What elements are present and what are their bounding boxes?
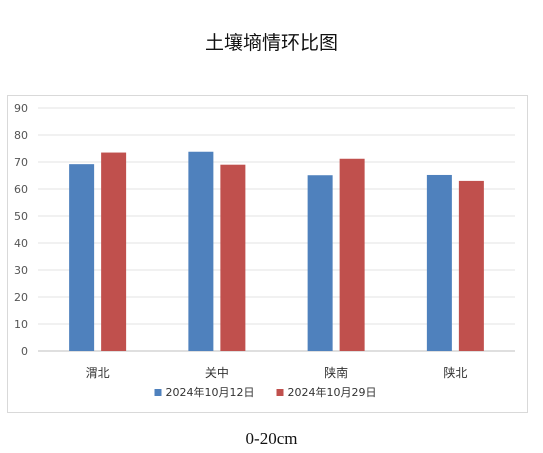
x-tick-label: 陕南 bbox=[324, 365, 348, 380]
y-tick-label: 20 bbox=[14, 291, 28, 304]
y-tick-label: 40 bbox=[14, 237, 28, 250]
legend: 2024年10月12日 2024年10月29日 bbox=[154, 385, 377, 399]
x-axis-categories: 渭北 关中 陕南 陕北 bbox=[86, 365, 468, 380]
bar bbox=[220, 164, 246, 351]
y-tick-label: 10 bbox=[14, 318, 28, 331]
legend-label: 2024年10月29日 bbox=[288, 385, 377, 399]
x-tick-label: 陕北 bbox=[443, 365, 467, 380]
bar bbox=[307, 175, 333, 351]
bar bbox=[69, 164, 95, 351]
bar bbox=[101, 152, 127, 351]
legend-swatch bbox=[154, 389, 162, 396]
depth-caption: 0-20cm bbox=[245, 429, 298, 448]
y-tick-label: 70 bbox=[14, 156, 28, 169]
bar bbox=[426, 174, 452, 351]
y-tick-label: 0 bbox=[21, 345, 28, 358]
y-axis-ticks: 0 10 20 30 40 50 60 70 80 90 bbox=[14, 102, 28, 358]
x-tick-label: 关中 bbox=[205, 365, 229, 380]
bars bbox=[69, 151, 484, 351]
bar bbox=[188, 151, 214, 351]
y-tick-label: 80 bbox=[14, 129, 28, 142]
legend-swatch bbox=[276, 389, 284, 396]
x-tick-label: 渭北 bbox=[86, 366, 110, 380]
y-tick-label: 30 bbox=[14, 264, 28, 277]
bar bbox=[339, 158, 365, 351]
y-tick-label: 50 bbox=[14, 210, 28, 223]
legend-label: 2024年10月12日 bbox=[166, 385, 255, 399]
bar bbox=[458, 180, 484, 351]
y-tick-label: 90 bbox=[14, 102, 28, 115]
chart-title: 土壤墒情环比图 bbox=[204, 32, 338, 54]
y-tick-label: 60 bbox=[14, 183, 28, 196]
